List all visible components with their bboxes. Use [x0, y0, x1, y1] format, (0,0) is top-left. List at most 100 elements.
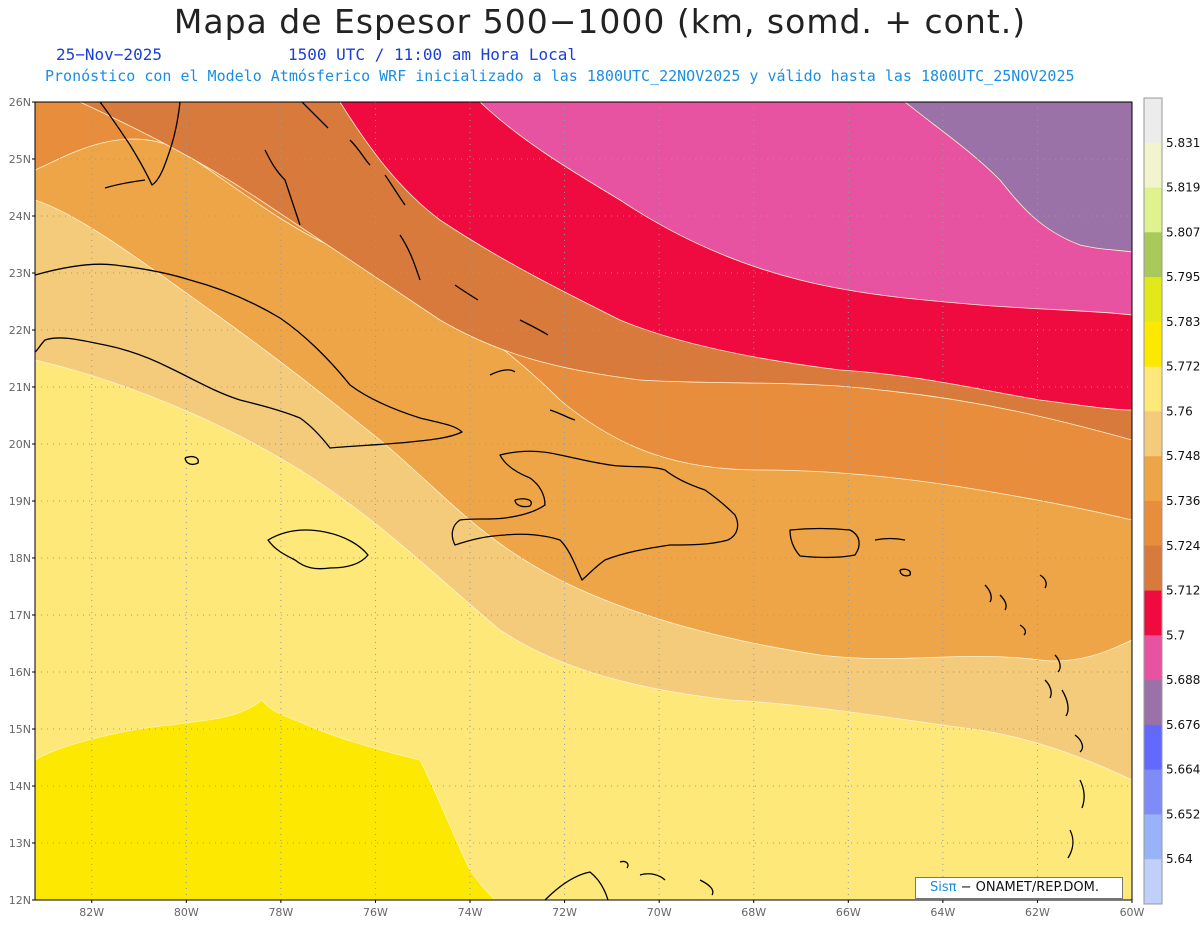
lat-tick-label: 20N: [9, 438, 31, 451]
colorbar-swatch: [1144, 635, 1162, 681]
colorbar-swatch: [1144, 456, 1162, 502]
florida-coast: [99, 102, 181, 186]
map-plot-area: [35, 102, 1132, 900]
band-5.772: [35, 699, 496, 900]
bahamas-9: [301, 102, 329, 129]
lat-tick-label: 25N: [9, 153, 31, 166]
lat-tick-label: 26N: [9, 96, 31, 109]
curacao: [639, 873, 666, 881]
colorbar-swatch: [1144, 590, 1162, 636]
bahamas-1: [264, 149, 301, 226]
lon-tick-label: 66W: [836, 906, 861, 919]
lon-tick-label: 70W: [647, 906, 672, 919]
lat-tick-label: 16N: [9, 666, 31, 679]
bonaire: [699, 879, 714, 896]
colorbar-label: 5.783: [1166, 315, 1200, 329]
aruba: [619, 860, 629, 869]
colorbar-swatch: [1144, 680, 1162, 726]
credit-brand: Sisπ: [930, 880, 957, 895]
colorbar-frame: [1143, 97, 1163, 905]
virgin-islands: [874, 537, 906, 541]
credit-text: − ONAMET/REP.DOM.: [956, 880, 1100, 895]
band-5.688: [479, 102, 1132, 316]
lon-tick-label: 82W: [79, 906, 104, 919]
hispaniola-coast: [451, 450, 739, 581]
lon-tick-label: 80W: [174, 906, 199, 919]
lat-tick-label: 14N: [9, 780, 31, 793]
lon-tick-label: 74W: [458, 906, 483, 919]
colorbar-label: 5.772: [1166, 360, 1200, 374]
antilles-10: [1079, 779, 1085, 809]
colorbar-swatch: [1144, 859, 1162, 905]
forecast-date: 25−Nov−2025: [56, 45, 162, 64]
lon-tick-label: 78W: [268, 906, 293, 919]
lon-tick-label: 62W: [1025, 906, 1050, 919]
colorbar-swatch: [1144, 724, 1162, 771]
lon-tick-label: 68W: [741, 906, 766, 919]
jamaica-coast: [267, 529, 369, 570]
colorbar-swatch: [1144, 769, 1162, 815]
colorbar: 5.831 5.819 5.807 5.795 5.783 5.772 5.76 5.748 5…: [1143, 97, 1200, 905]
antilles-4: [1039, 574, 1047, 589]
antilles-6: [1054, 654, 1061, 673]
colorbar-label: 5.64: [1166, 852, 1193, 866]
lat-tick-label: 18N: [9, 552, 31, 565]
bahamas-7: [489, 369, 516, 376]
colorbar-swatch: [1144, 411, 1162, 457]
colorbar-label: 5.652: [1166, 807, 1200, 821]
florida-keys: [104, 179, 146, 189]
colorbar-label: 5.7: [1166, 628, 1185, 642]
map-title: Mapa de Espesor 500−1000 (km, somd. + co…: [173, 2, 1027, 41]
bahamas-5: [454, 284, 479, 301]
lat-tick-label: 15N: [9, 723, 31, 736]
lat-tick-label: 17N: [9, 609, 31, 622]
colorbar-label: 5.76: [1166, 404, 1193, 418]
antilles-2: [984, 584, 992, 603]
isla-juventud: [184, 456, 199, 465]
lon-tick-label: 72W: [552, 906, 577, 919]
colorbar-swatch: [1144, 321, 1162, 368]
antilles-9: [1074, 734, 1084, 753]
colorbar-label: 5.831: [1166, 136, 1200, 150]
cuba-coast: [35, 263, 463, 449]
credit-box: Sisπ − ONAMET/REP.DOM.: [915, 877, 1123, 899]
colorbar-swatch: [1144, 277, 1162, 323]
antilles-3: [999, 594, 1007, 611]
lon-tick-label: 76W: [363, 906, 388, 919]
lat-tick-label: 24N: [9, 210, 31, 223]
bahamas-6: [519, 319, 549, 336]
forecast-subtitle: Pronóstico con el Modelo Atmósferico WRF…: [45, 67, 1075, 85]
longitude-labels: 82W 80W 78W 76W 74W 72W 70W 68W 66W 64W 62W 60W: [79, 900, 1145, 919]
colorbar-label: 5.712: [1166, 584, 1200, 598]
lat-tick-label: 12N: [9, 894, 31, 907]
bahamas-8: [549, 409, 576, 421]
colorbar-label: 5.688: [1166, 673, 1200, 687]
graticule: [35, 102, 1132, 900]
antilles-8: [1061, 689, 1069, 717]
colorbar-label: 5.819: [1166, 181, 1200, 195]
isla-gonave: [514, 498, 532, 508]
lon-tick-label: 60W: [1120, 906, 1145, 919]
colorbar-swatch: [1144, 366, 1162, 412]
antilles-5: [1019, 624, 1027, 636]
colorbar-swatch: [1144, 232, 1162, 278]
colorbar-swatch: [1144, 98, 1162, 144]
puerto-rico-coast: [789, 527, 860, 559]
lon-tick-label: 64W: [930, 906, 955, 919]
coastlines: [35, 102, 1085, 900]
colorbar-swatch: [1144, 142, 1162, 189]
colorbar-swatch: [1144, 187, 1162, 233]
lat-tick-label: 19N: [9, 495, 31, 508]
colorbar-label: 5.736: [1166, 494, 1200, 508]
bahamas-3: [384, 174, 406, 206]
lat-tick-label: 13N: [9, 837, 31, 850]
lat-tick-label: 23N: [9, 267, 31, 280]
colorbar-label: 5.807: [1166, 225, 1200, 239]
colorbar-label: 5.724: [1166, 539, 1200, 553]
antilles-7: [1044, 679, 1052, 699]
latitude-labels: 26N 25N 24N 23N 22N 21N 20N 19N 18N 17N 16N 15N 14N 1…: [9, 96, 35, 907]
colorbar-swatch: [1144, 545, 1162, 592]
colorbar-label: 5.795: [1166, 270, 1200, 284]
south-america-coast: [544, 871, 609, 900]
colorbar-label: 5.676: [1166, 718, 1200, 732]
